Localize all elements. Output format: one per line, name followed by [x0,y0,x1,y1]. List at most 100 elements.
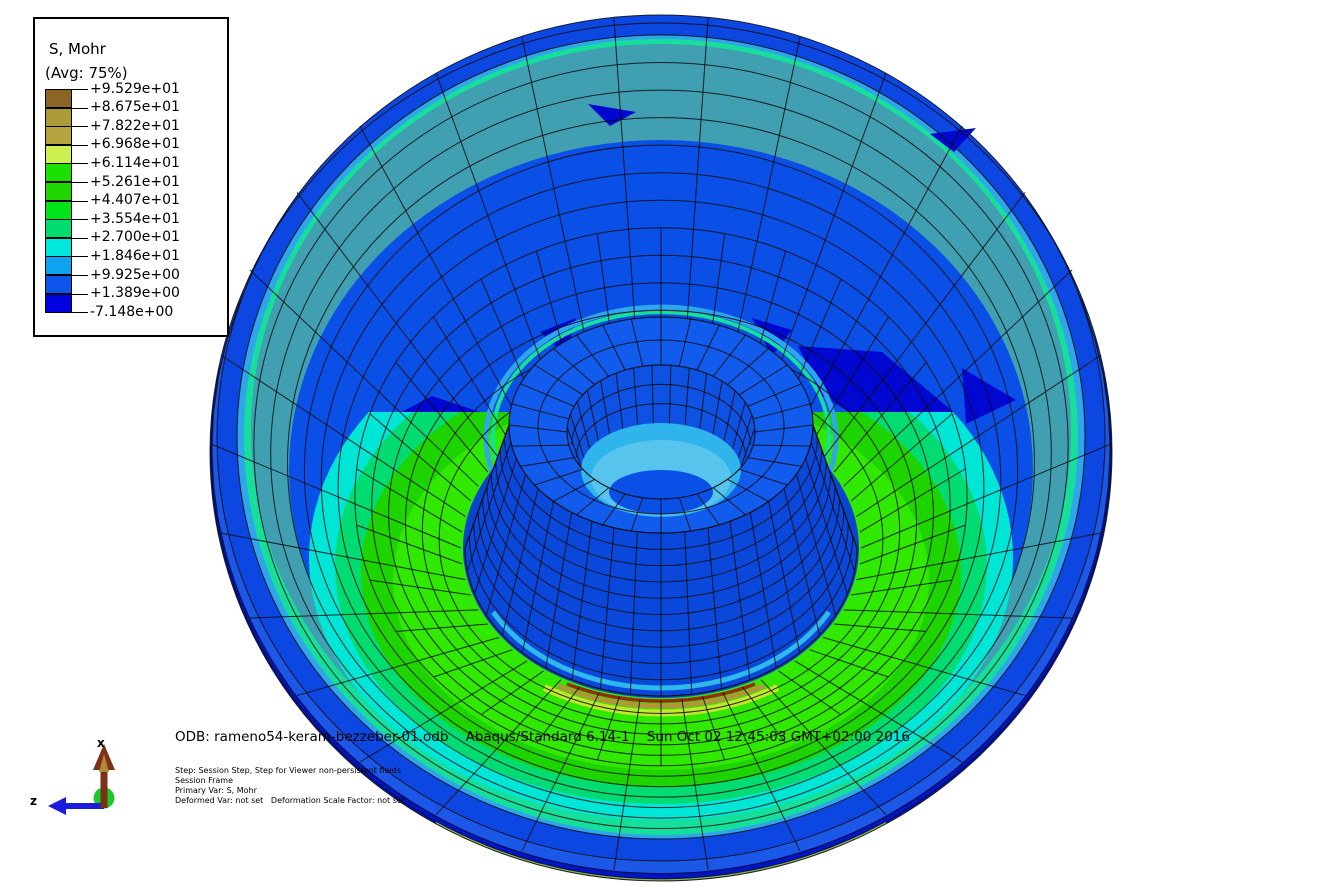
mesh-line [359,125,528,436]
mesh-line [575,403,747,458]
legend-tick-label: +7.822e+01 [90,117,180,134]
mesh-line [359,660,528,763]
mesh-line [696,493,720,526]
legend-band-swatch [45,126,72,146]
triad-x-axis-label: x [97,736,105,750]
legend-tick [72,256,88,258]
mesh-line [629,531,638,695]
mesh-line [727,478,769,502]
legend-subtitle: (Avg: 75%) [45,64,128,82]
stress-contour-model [209,14,1113,882]
mesh-line [822,192,1026,459]
mesh-line [501,488,539,636]
mesh-line [723,390,736,442]
legend-tick-label: +8.675e+01 [90,99,180,116]
mesh-line [856,532,1102,581]
mesh-line [795,473,837,616]
mesh-line [545,512,573,668]
mesh-line [702,696,726,761]
legend-tick-label: +6.968e+01 [90,136,180,153]
mesh-line [602,493,626,526]
legend-tick-label: +1.846e+01 [90,247,180,264]
mesh-line [566,364,756,500]
mesh-line [843,269,1073,487]
orientation-triad [48,744,115,815]
mesh-line [395,362,489,473]
mesh-line [738,364,788,396]
legend-tick-label: +4.407e+01 [90,192,180,209]
legend-tick-label: +3.554e+01 [90,210,180,227]
mesh-line [767,501,801,653]
mesh-line [740,427,756,468]
legend-tick-label: +1.389e+00 [90,285,180,302]
state-block-line: Step: Session Step, Step for Viewer non-… [175,766,401,775]
contour-region [609,470,713,514]
mesh-line [630,497,644,532]
mesh-line [236,34,1086,840]
legend-band-swatch [45,144,72,164]
mesh-line [696,324,720,371]
mesh-line [712,487,746,516]
legend-tick [72,126,88,128]
mesh-line [822,636,1026,697]
mesh-line [712,334,746,377]
legend-band-swatch [45,163,72,183]
legend-tick [72,275,88,276]
mesh-line [615,373,624,429]
mesh-line [630,318,644,367]
mesh-line [602,324,626,371]
contour-legend: S, Mohr (Avg: 75%) +9.529e+01 +8.675e+01 +… [33,17,229,337]
mesh-line [480,670,544,716]
legend-band-swatch [45,256,72,276]
mesh-line [320,172,1002,788]
mesh-line [810,441,856,572]
mesh-line [485,473,527,616]
mesh-line [287,117,1035,809]
mesh-line [553,478,595,502]
mesh-line [566,427,582,467]
mesh-line [678,497,692,532]
legend-tick [72,237,88,239]
mesh-line [859,524,966,565]
triad-z-axis-label: z [30,794,37,808]
mesh-line [395,623,488,632]
mesh-line [249,269,479,487]
state-block-line: Deformed Var: not set Deformation Scale … [175,796,405,805]
legend-title: S, Mohr [49,40,106,58]
mesh-line [684,531,693,695]
contour-patch [962,368,1016,424]
legend-tick-label: +9.925e+00 [90,266,180,283]
legend-tick [72,182,88,183]
mesh-line [747,383,802,407]
mesh-line [727,348,769,385]
contour-patch [588,104,636,126]
mesh-line [651,365,654,424]
legend-tick [72,293,88,295]
mesh-line [508,424,568,433]
mesh-line [843,609,1073,619]
legend-band-swatch [45,219,72,239]
mesh-line [356,468,463,533]
mesh-line [760,679,887,815]
legend-band-swatch [45,89,72,108]
mesh-line [534,468,583,486]
mesh-line [296,192,500,459]
mesh-line [337,199,985,777]
mesh-line [303,144,1019,798]
mesh-line [296,636,500,697]
mesh-line [435,679,562,815]
mesh-line [571,521,593,680]
mesh-line [249,609,479,619]
mesh-line [586,390,599,441]
mesh-line [859,468,966,533]
legend-tick [72,219,88,221]
mesh-line [576,334,610,377]
mesh-line [576,401,591,449]
mesh-line [834,623,927,632]
mesh-line [210,443,462,549]
legend-tick [72,107,88,109]
odb-title-text: ODB: rameno54-keram-bezzeber-01.odb Abaq… [175,729,910,745]
mesh-line [754,424,814,433]
legend-tick-label: +2.700e+01 [90,229,180,246]
